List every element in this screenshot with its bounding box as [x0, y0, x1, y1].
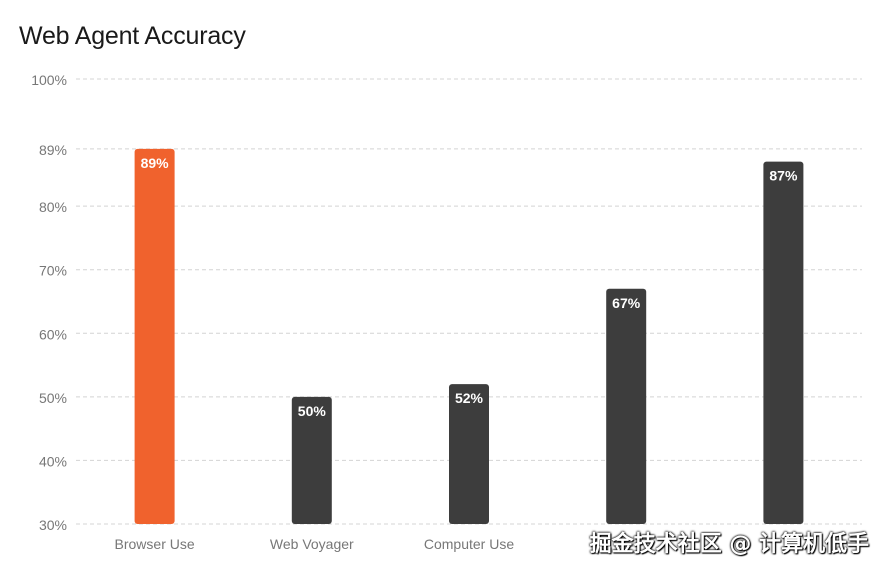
bar-value-label: 52%: [455, 390, 484, 406]
chart-title: Web Agent Accuracy: [19, 22, 246, 50]
bar: [134, 148, 175, 524]
bar: [763, 161, 804, 524]
y-tick-label: 100%: [31, 72, 67, 88]
y-tick-label: 80%: [39, 199, 67, 215]
x-tick-label: Web Voyager: [270, 536, 354, 552]
x-tick-label: Browser Use: [115, 536, 195, 552]
bar-value-label: 89%: [141, 155, 170, 171]
y-tick-label: 89%: [39, 142, 67, 158]
bar-value-label: 50%: [298, 403, 327, 419]
bars: 89% 50% 52% 67% 87%: [134, 148, 804, 524]
y-tick-label: 50%: [39, 390, 67, 406]
y-axis-ticks: 30% 40% 50% 60% 70% 80% 89% 100%: [31, 72, 67, 533]
x-tick-label: Computer Use: [424, 536, 514, 552]
y-tick-label: 40%: [39, 453, 67, 469]
y-tick-label: 70%: [39, 263, 67, 279]
y-tick-label: 30%: [39, 517, 67, 533]
bar: [291, 396, 332, 524]
x-axis-labels: Browser Use Web Voyager Computer Use: [115, 536, 515, 552]
bar: [449, 384, 489, 524]
bar: [606, 288, 647, 524]
bar-value-label: 87%: [769, 168, 798, 184]
watermark: 掘金技术社区 @ 计算机低手: [589, 532, 869, 557]
y-tick-label: 60%: [39, 326, 67, 342]
bar-value-label: 67%: [612, 295, 641, 311]
